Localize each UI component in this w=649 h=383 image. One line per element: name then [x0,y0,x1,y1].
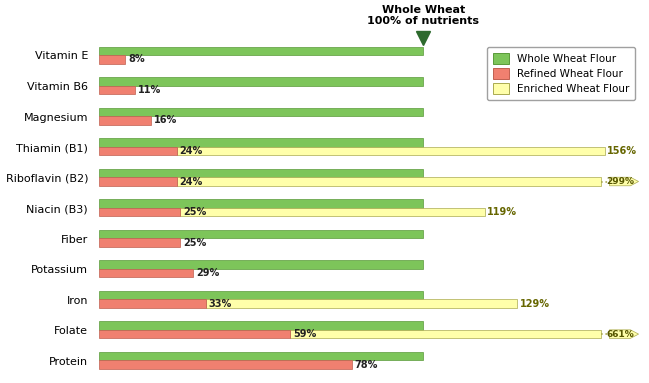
Text: 661%: 661% [607,330,634,339]
Bar [99,55,125,64]
Text: 8%: 8% [128,54,145,64]
Text: 25%: 25% [183,237,206,247]
Bar [99,360,352,369]
Bar [291,330,602,338]
Bar [99,300,206,308]
Text: 78%: 78% [354,360,378,370]
Text: 29%: 29% [196,268,219,278]
Text: 24%: 24% [180,177,203,187]
Text: 16%: 16% [154,115,177,126]
Text: 119%: 119% [487,207,517,217]
Bar [99,138,423,147]
Bar [99,86,135,94]
Text: 25%: 25% [183,207,206,217]
Bar [99,147,177,155]
Text: 24%: 24% [180,146,203,156]
Text: 59%: 59% [293,329,316,339]
Bar [99,199,423,208]
Bar [99,169,423,177]
Polygon shape [609,330,639,338]
Bar [177,177,602,186]
Bar [206,300,517,308]
Text: 11%: 11% [138,85,161,95]
Bar [99,108,423,116]
Bar [99,291,423,300]
Bar [99,77,423,86]
Text: 299%: 299% [607,177,635,186]
Polygon shape [609,177,639,186]
Bar [99,238,180,247]
Bar [99,47,423,55]
Text: 129%: 129% [520,299,550,309]
Bar [99,230,423,238]
Bar [99,208,180,216]
Bar [177,147,605,155]
Text: 33%: 33% [209,299,232,309]
Text: Whole Wheat
100% of nutrients: Whole Wheat 100% of nutrients [367,5,479,26]
Bar [99,352,423,360]
Bar [99,260,423,269]
Bar [99,321,423,330]
Bar [99,116,151,125]
Bar [99,330,291,338]
Bar [99,177,177,186]
Text: 156%: 156% [607,146,637,156]
Bar [99,269,193,277]
Legend: Whole Wheat Flour, Refined Wheat Flour, Enriched Wheat Flour: Whole Wheat Flour, Refined Wheat Flour, … [487,47,635,100]
Bar [180,208,485,216]
